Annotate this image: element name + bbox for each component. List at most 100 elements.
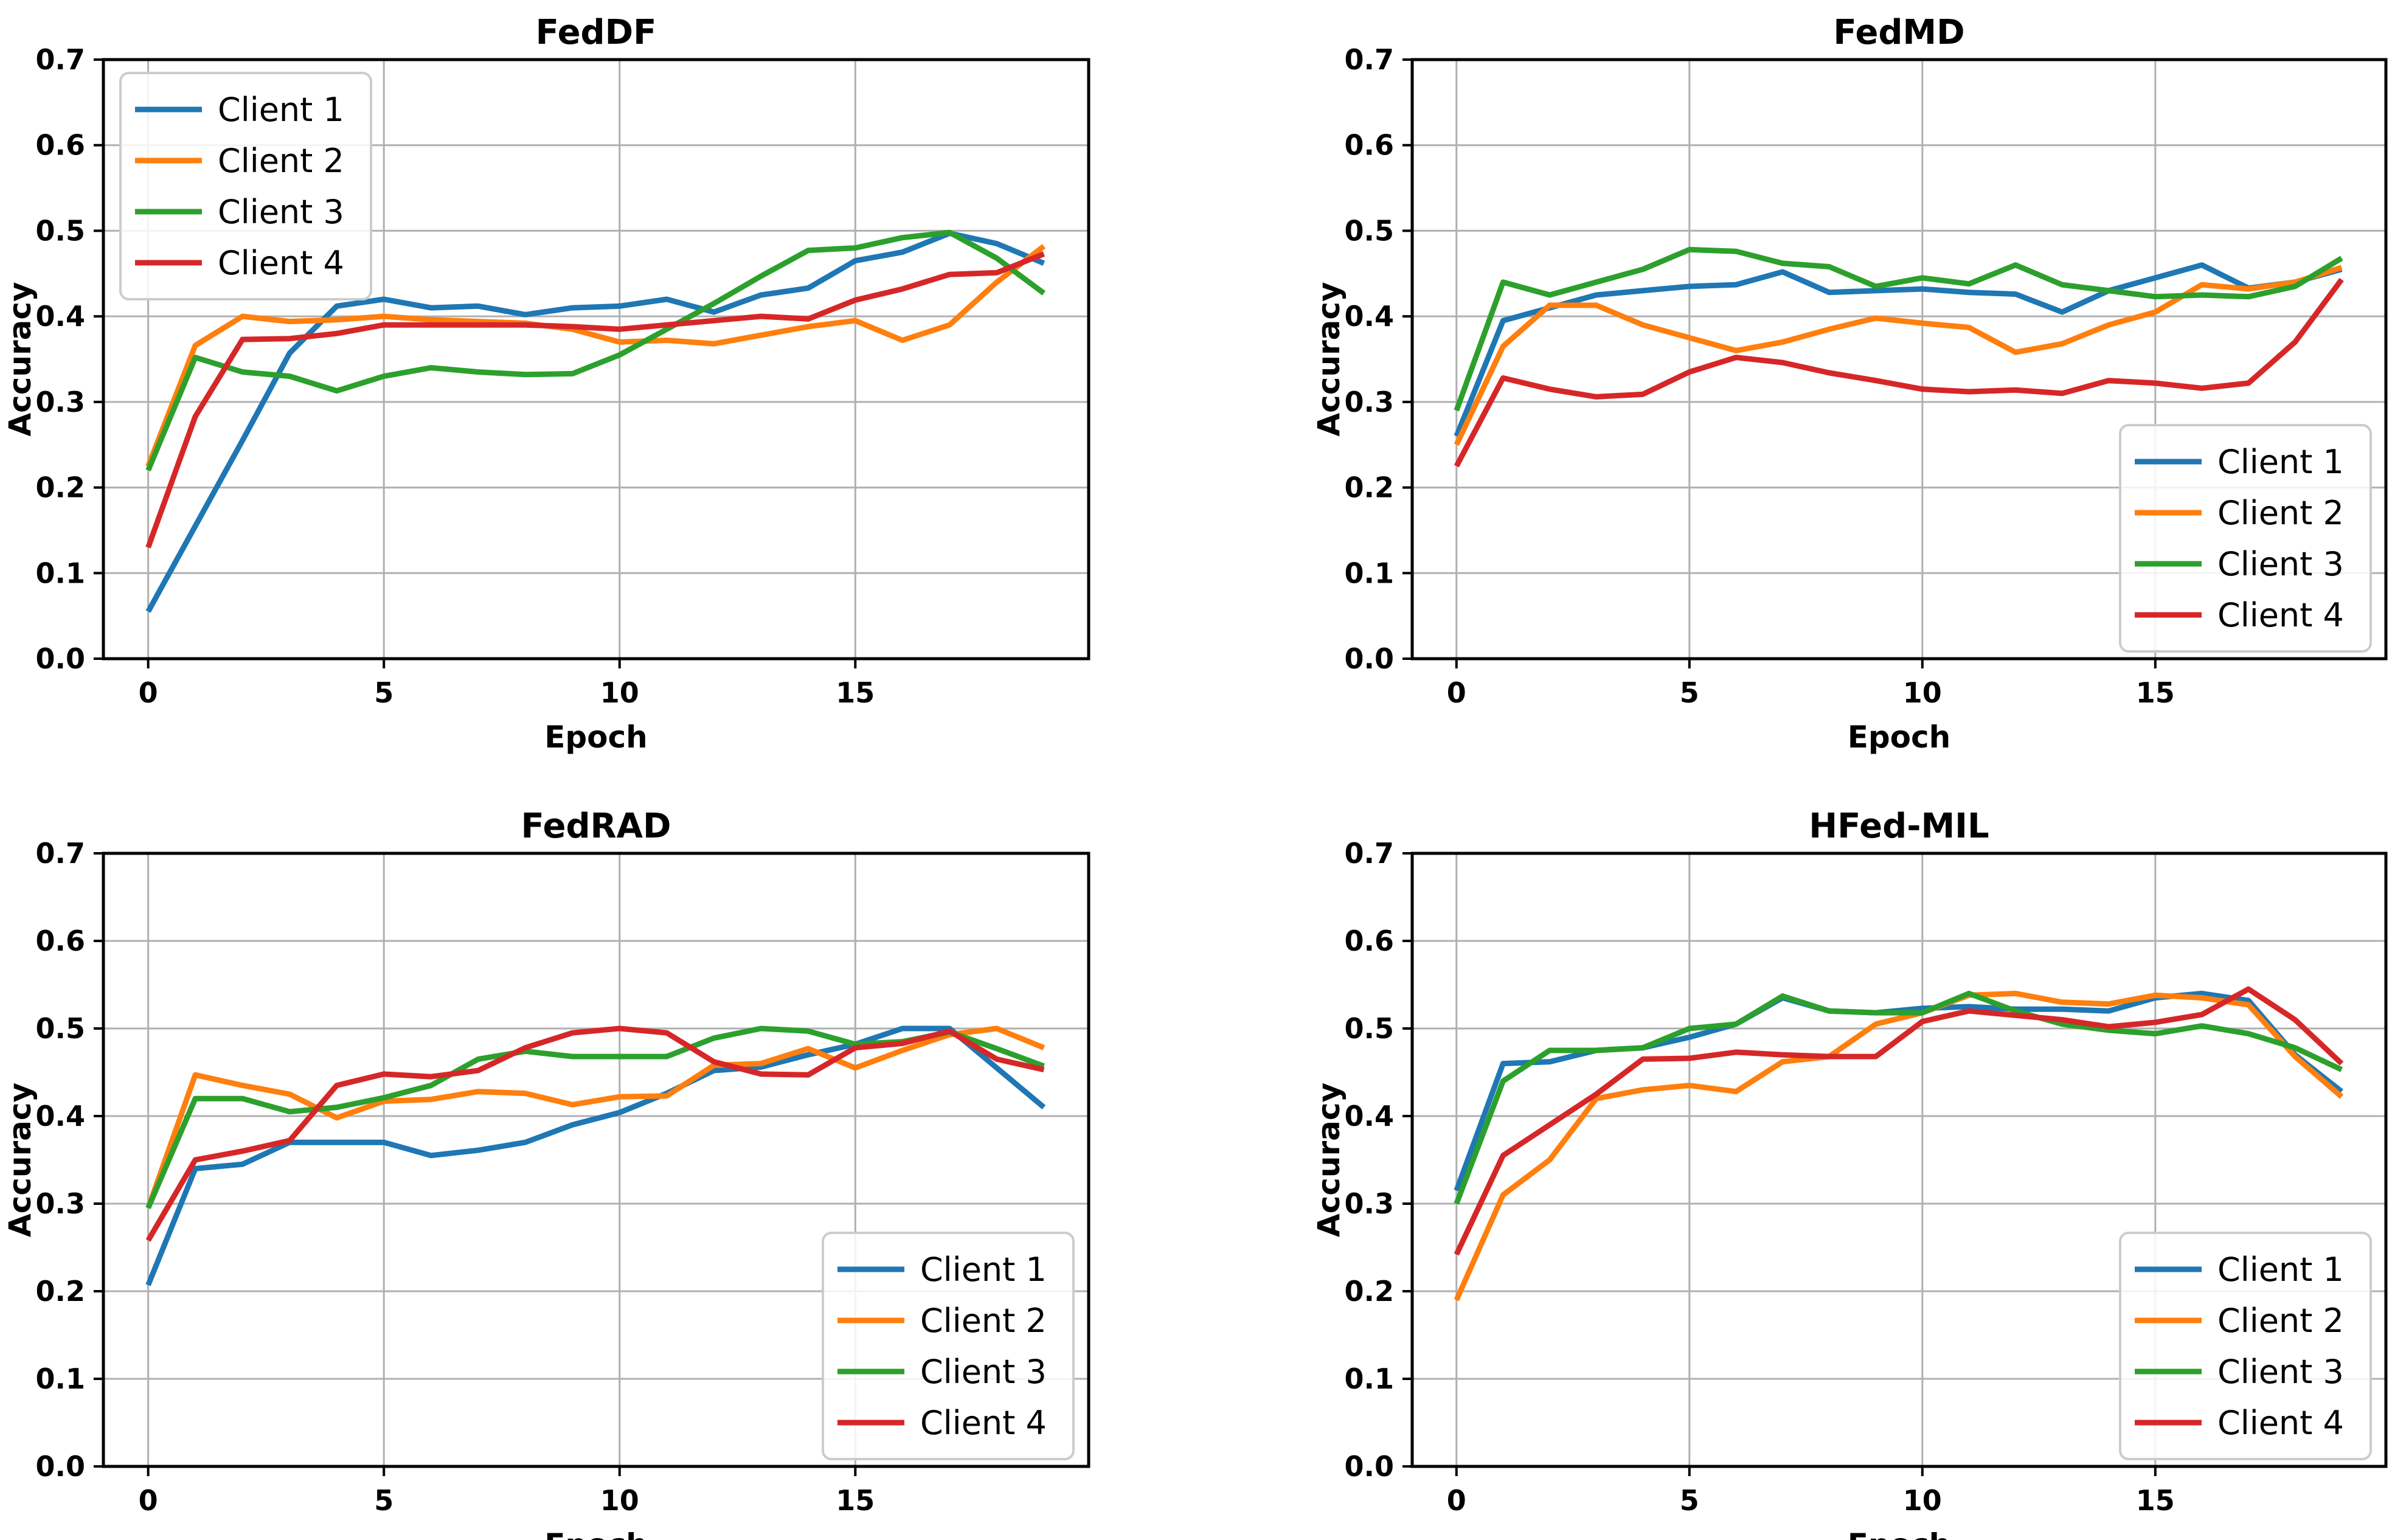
series-line-client-4 — [145, 251, 1045, 549]
x-tick-label: 15 — [2136, 1484, 2175, 1517]
legend-label-client-4: Client 4 — [920, 1404, 1047, 1442]
x-axis-label: Epoch — [1848, 720, 1951, 755]
legend-label-client-2: Client 2 — [2217, 494, 2344, 532]
legend-box — [2119, 424, 2372, 653]
x-tick-label: 5 — [1680, 1484, 1699, 1517]
legend-box — [119, 72, 372, 300]
y-tick-label: 0.3 — [1345, 386, 1395, 418]
chart-title: FedDF — [536, 13, 657, 52]
y-tick-label: 0.7 — [1345, 43, 1395, 76]
x-tick-label: 15 — [836, 676, 875, 709]
x-axis-label: Epoch — [1848, 1527, 1951, 1540]
legend-label-client-1: Client 1 — [2217, 443, 2344, 481]
series-line-client-1 — [145, 231, 1045, 613]
x-tick-label: 15 — [836, 1484, 875, 1517]
y-tick-label: 0.6 — [36, 924, 86, 957]
y-tick-label: 0.2 — [36, 471, 86, 504]
y-tick-label: 0.7 — [1345, 837, 1395, 870]
y-tick-label: 0.4 — [1345, 1100, 1395, 1132]
series-line-client-3 — [145, 229, 1046, 472]
y-tick-label: 0.0 — [36, 1450, 86, 1483]
legend-label-client-3: Client 3 — [920, 1353, 1047, 1391]
y-tick-label: 0.7 — [36, 43, 86, 76]
chart-title: FedMD — [1833, 13, 1964, 52]
y-tick-label: 0.4 — [1345, 300, 1395, 333]
axes-spine — [102, 58, 1090, 661]
legend-label-client-2: Client 2 — [218, 142, 344, 180]
legend-box — [2119, 1232, 2372, 1460]
legend-label-client-3: Client 3 — [218, 193, 344, 231]
axes-spine — [1410, 58, 2388, 661]
y-axis-label: Accuracy — [1311, 1083, 1347, 1237]
x-tick-label: 0 — [139, 676, 158, 709]
x-tick-label: 15 — [2136, 676, 2175, 709]
x-tick-label: 0 — [1447, 676, 1466, 709]
y-tick-label: 0.5 — [1345, 1012, 1395, 1045]
y-tick-label: 0.2 — [1345, 1275, 1395, 1308]
series-line-client-3 — [1454, 246, 2343, 412]
x-tick-label: 5 — [1680, 676, 1699, 709]
series-line-client-1 — [1454, 262, 2343, 437]
x-tick-label: 5 — [374, 1484, 393, 1517]
x-tick-label: 10 — [1903, 676, 1942, 709]
y-tick-label: 0.3 — [1345, 1187, 1395, 1220]
axes-spine — [102, 852, 1090, 1468]
y-tick-label: 0.1 — [36, 1362, 86, 1395]
legend-label-client-2: Client 2 — [920, 1302, 1047, 1340]
legend-label-client-3: Client 3 — [2217, 545, 2344, 583]
x-tick-label: 10 — [600, 676, 639, 709]
y-axis-label: Accuracy — [2, 282, 38, 436]
chart-panel-feddf: 0 5 10 15 0.0 0.1 0.2 0.3 0.4 0.5 0.6 0.7 FedDF Epoch… — [2, 13, 1090, 755]
y-tick-label: 0.1 — [1345, 1362, 1395, 1395]
y-axis-label: Accuracy — [1311, 282, 1347, 436]
legend-label-client-4: Client 4 — [2217, 1404, 2344, 1442]
x-axis-label: Epoch — [544, 1527, 648, 1540]
y-tick-label: 0.0 — [1345, 1450, 1395, 1483]
x-tick-label: 10 — [1903, 1484, 1942, 1517]
y-tick-label: 0.0 — [1345, 642, 1395, 675]
chart-panel-fedmd: 0 5 10 15 0.0 0.1 0.2 0.3 0.4 0.5 0.6 0.7 FedMD Epoch… — [1311, 13, 2388, 755]
legend-label-client-3: Client 3 — [2217, 1353, 2344, 1391]
series-line-client-1 — [145, 1025, 1046, 1286]
legend-label-client-2: Client 2 — [2217, 1302, 2344, 1340]
y-axis-label: Accuracy — [2, 1083, 38, 1237]
series-line-client-4 — [1454, 986, 2344, 1256]
legend-label-client-1: Client 1 — [920, 1250, 1047, 1289]
legend-label-client-4: Client 4 — [2217, 596, 2344, 634]
legend: Client 1 Client 2 Client 3 Client 4 — [822, 1232, 1075, 1460]
chart-panel-hfed-mil: 0 5 10 15 0.0 0.1 0.2 0.3 0.4 0.5 0.6 0.7 HFed-MIL Ep… — [1311, 806, 2388, 1540]
series-line-client-4 — [145, 1025, 1045, 1242]
series-line-client-2 — [1454, 265, 2343, 446]
y-tick-label: 0.6 — [36, 129, 86, 162]
legend: Client 1 Client 2 Client 3 Client 4 — [2119, 1232, 2372, 1460]
legend-label-client-1: Client 1 — [218, 91, 344, 129]
series-line-client-2 — [145, 244, 1046, 468]
y-tick-label: 0.2 — [36, 1275, 86, 1308]
chart-panel-fedrad: 0 5 10 15 0.0 0.1 0.2 0.3 0.4 0.5 0.6 0.7 FedRAD Epoc… — [2, 806, 1090, 1540]
axes-spine — [1410, 852, 2388, 1468]
y-tick-label: 0.1 — [36, 557, 86, 589]
y-tick-label: 0.5 — [36, 1012, 86, 1045]
y-tick-label: 0.6 — [1345, 924, 1395, 957]
series-line-client-2 — [1454, 990, 2344, 1302]
legend-label-client-4: Client 4 — [218, 244, 344, 282]
y-tick-label: 0.0 — [36, 642, 86, 675]
legend: Client 1 Client 2 Client 3 Client 4 — [119, 72, 372, 300]
y-tick-label: 0.4 — [36, 1100, 86, 1132]
x-tick-label: 10 — [600, 1484, 639, 1517]
series-line-client-4 — [1454, 277, 2344, 468]
y-tick-label: 0.5 — [36, 214, 86, 247]
chart-title: FedRAD — [521, 806, 671, 846]
x-tick-label: 0 — [1447, 1484, 1466, 1517]
legend: Client 1 Client 2 Client 3 Client 4 — [2119, 424, 2372, 653]
y-tick-label: 0.4 — [36, 300, 86, 333]
series-line-client-3 — [1454, 990, 2343, 1205]
y-tick-label: 0.1 — [1345, 557, 1395, 589]
y-tick-label: 0.5 — [1345, 214, 1395, 247]
legend-box — [822, 1232, 1075, 1460]
x-tick-label: 0 — [139, 1484, 158, 1517]
x-axis-label: Epoch — [544, 720, 648, 755]
x-tick-label: 5 — [374, 676, 393, 709]
